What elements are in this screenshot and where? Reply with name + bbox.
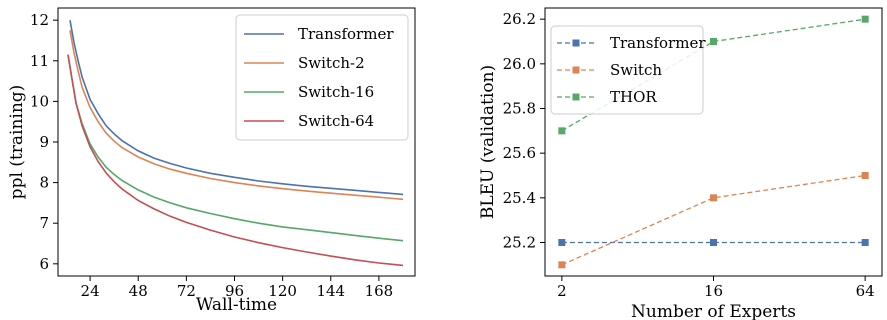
data-point-transformer bbox=[558, 239, 566, 246]
series-line-switch-2 bbox=[69, 30, 404, 201]
legend-box bbox=[235, 14, 409, 141]
data-point-thor bbox=[558, 127, 566, 135]
y-tick-label: 7 bbox=[39, 214, 49, 232]
data-point-transformer bbox=[710, 239, 717, 246]
y-tick-label: 26.0 bbox=[503, 55, 536, 73]
series-line-switch bbox=[561, 174, 866, 266]
x-tick-label: 48 bbox=[129, 282, 148, 300]
legend-box bbox=[550, 25, 704, 115]
y-tick-label: 8 bbox=[39, 174, 49, 192]
legend-label-switch-16: Switch-16 bbox=[298, 83, 374, 101]
series-line-switch-64 bbox=[67, 54, 404, 267]
y-tick-label: 26.2 bbox=[503, 10, 536, 28]
legend-label-transformer: Transformer bbox=[610, 34, 706, 52]
legend-label-thor: THOR bbox=[610, 88, 657, 106]
legend-label-switch: Switch bbox=[610, 61, 662, 79]
y-axis-label: BLEU (validation) bbox=[478, 65, 498, 219]
data-point-switch bbox=[710, 194, 717, 202]
bleu-validation-chart: 2 16 64 25.2 25.4 25.6 25.8 26.0 26.2 Number of E… bbox=[478, 7, 883, 320]
x-tick-label: 16 bbox=[704, 282, 723, 300]
y-tick-label: 11 bbox=[30, 52, 49, 70]
x-tick-label: 72 bbox=[177, 282, 196, 300]
data-point-switch bbox=[558, 261, 566, 269]
y-tick-label: 25.8 bbox=[503, 100, 536, 118]
y-tick-label: 9 bbox=[39, 133, 49, 151]
training-ppl-chart: 24 48 72 96 120 144 168 6 7 8 9 10 11 12 Wall-time ppl … bbox=[7, 7, 416, 315]
series-line-transformer bbox=[69, 20, 404, 196]
x-axis-label: Wall-time bbox=[196, 295, 277, 315]
y-tick-label: 25.2 bbox=[503, 234, 536, 252]
series-line-switch-16 bbox=[67, 54, 404, 242]
legend-label-transformer: Transformer bbox=[298, 25, 394, 43]
y-tick-label: 10 bbox=[30, 92, 49, 110]
x-tick-label: 168 bbox=[365, 282, 394, 300]
x-tick-label: 144 bbox=[316, 282, 345, 300]
y-tick-label: 12 bbox=[30, 11, 49, 29]
legend-marker-switch bbox=[572, 66, 580, 74]
legend-label-switch-2: Switch-2 bbox=[298, 54, 365, 72]
x-tick-label: 64 bbox=[856, 282, 875, 300]
y-axis-label: ppl (training) bbox=[7, 85, 27, 200]
y-tick-label: 25.4 bbox=[503, 189, 536, 207]
data-point-thor bbox=[861, 15, 869, 23]
x-tick-label: 120 bbox=[268, 282, 297, 300]
x-axis-label: Number of Experts bbox=[631, 302, 796, 320]
y-tick-label: 6 bbox=[39, 255, 49, 273]
legend-label-switch-64: Switch-64 bbox=[298, 112, 374, 130]
x-tick-label: 24 bbox=[81, 282, 100, 300]
legend-marker-thor bbox=[572, 93, 580, 101]
data-point-transformer bbox=[861, 239, 869, 246]
legend-marker-transformer bbox=[572, 39, 580, 47]
x-tick-label: 2 bbox=[557, 282, 567, 300]
y-tick-label: 25.6 bbox=[503, 144, 536, 162]
data-point-switch bbox=[861, 172, 869, 179]
data-point-thor bbox=[710, 38, 717, 45]
x-tick-label: 96 bbox=[225, 282, 244, 300]
